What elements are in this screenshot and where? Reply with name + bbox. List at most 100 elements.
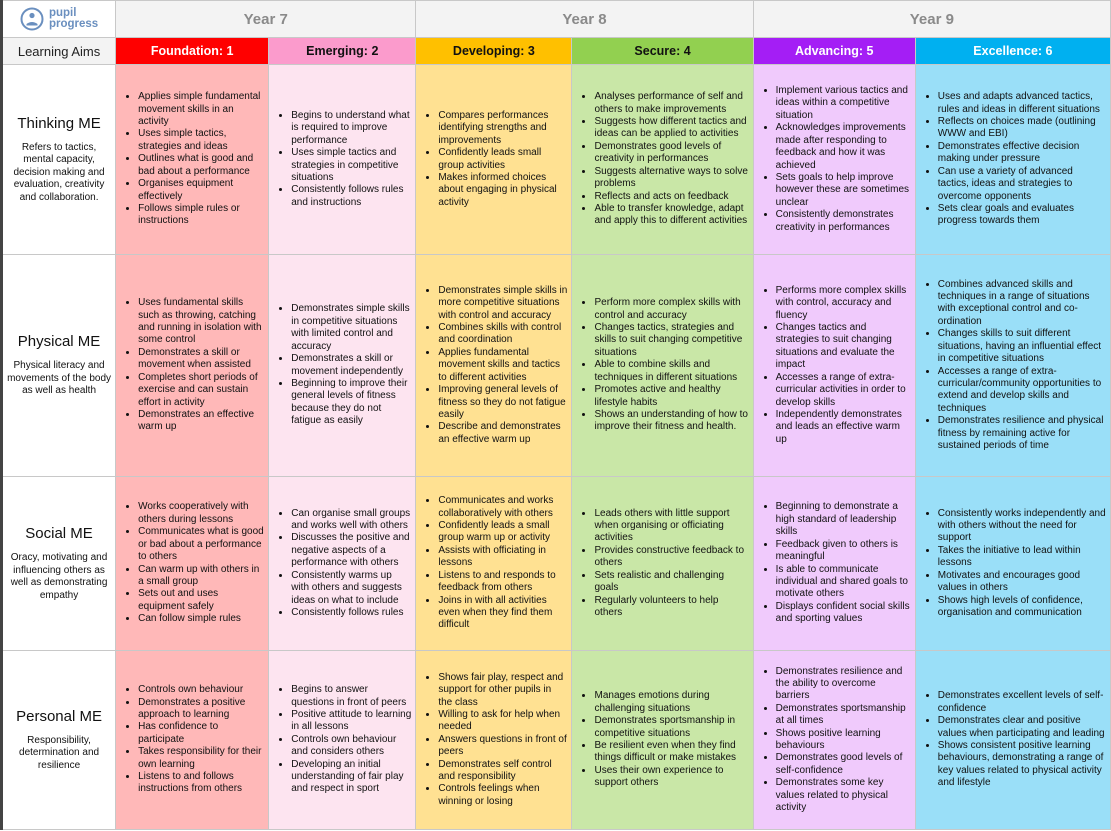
descriptor-item: Perform more complex skills with control… xyxy=(594,297,748,322)
descriptor-item: Can warm up with others in a small group xyxy=(138,564,264,589)
descriptor-cell: Shows fair play, respect and support for… xyxy=(415,650,573,830)
descriptor-item: Demonstrates a skill or movement when as… xyxy=(138,347,264,372)
descriptor-cell: Works cooperatively with others during l… xyxy=(115,476,270,651)
descriptor-cell: Demonstrates simple skills in more compe… xyxy=(415,254,573,477)
descriptor-item: Demonstrates self control and responsibi… xyxy=(438,759,567,784)
year-8-header: Year 8 xyxy=(415,0,754,38)
aim-row-thinking-me: Thinking ME Refers to tactics, mental cap… xyxy=(0,64,1111,255)
year-7-header: Year 7 xyxy=(115,0,417,38)
descriptor-item: Demonstrates simple skills in competitiv… xyxy=(291,303,411,353)
descriptor-item: Demonstrates a skill or movement indepen… xyxy=(291,353,411,378)
descriptor-item: Positive attitude to learning in all les… xyxy=(291,709,411,734)
descriptor-list: Analyses performance of self and others … xyxy=(572,91,752,227)
descriptor-cell: Begins to answer questions in front of p… xyxy=(268,650,417,830)
descriptor-item: Be resilient even when they find things … xyxy=(594,740,748,765)
row-description: Refers to tactics, mental capacity, deci… xyxy=(13,141,105,203)
descriptor-item: Consistently follows rules and instructi… xyxy=(291,184,411,209)
descriptor-item: Controls own behaviour and considers oth… xyxy=(291,734,411,759)
descriptor-cell: Uses and adapts advanced tactics, rules … xyxy=(914,64,1111,255)
descriptor-item: Shows fair play, respect and support for… xyxy=(438,672,567,709)
descriptor-list: Demonstrates excellent levels of self-co… xyxy=(916,690,1110,789)
descriptor-item: Controls feelings when winning or losing xyxy=(438,783,567,808)
descriptor-cell: Controls own behaviourDemonstrates a pos… xyxy=(115,650,270,830)
descriptor-item: Can organise small groups and works well… xyxy=(291,508,411,533)
descriptor-item: Uses simple tactics and strategies in co… xyxy=(291,147,411,184)
descriptor-list: Consistently works independently and wit… xyxy=(916,508,1110,620)
descriptor-cell: Analyses performance of self and others … xyxy=(571,64,754,255)
descriptor-item: Demonstrates effective decision making u… xyxy=(938,141,1106,166)
descriptor-item: Displays confident social skills and spo… xyxy=(776,601,911,626)
descriptor-item: Answers questions in front of peers xyxy=(438,734,567,759)
descriptor-list: Perform more complex skills with control… xyxy=(572,297,752,433)
descriptor-item: Has confidence to participate xyxy=(138,721,264,746)
descriptor-item: Uses and adapts advanced tactics, rules … xyxy=(938,91,1106,116)
descriptor-item: Applies fundamental movement skills and … xyxy=(438,347,567,384)
descriptor-item: Demonstrates resilience and the ability … xyxy=(776,666,911,703)
descriptor-list: Demonstrates resilience and the ability … xyxy=(754,666,915,815)
descriptor-list: Manages emotions during challenging situ… xyxy=(572,690,752,789)
descriptor-cell: Perform more complex skills with control… xyxy=(571,254,754,477)
descriptor-cell: Communicates and works collaboratively w… xyxy=(415,476,573,651)
descriptor-item: Confidently leads small group activities xyxy=(438,147,567,172)
logo-line1: pupil xyxy=(48,7,77,19)
level-header-2: Emerging: 2 xyxy=(268,37,417,65)
descriptor-item: Sets clear goals and evaluates progress … xyxy=(938,203,1106,228)
descriptor-list: Begins to understand what is required to… xyxy=(269,110,415,209)
row-description: Oracy, motivating and influencing others… xyxy=(10,552,108,601)
descriptor-list: Combines advanced skills and techniques … xyxy=(916,279,1110,453)
descriptor-list: Demonstrates simple skills in more compe… xyxy=(416,285,571,446)
descriptor-item: Improving general levels of fitness so t… xyxy=(438,384,567,421)
descriptor-item: Consistently warms up with others and su… xyxy=(291,570,411,607)
descriptor-list: Works cooperatively with others during l… xyxy=(116,501,268,625)
row-title: Physical ME xyxy=(17,333,101,351)
descriptor-item: Sets realistic and challenging goals xyxy=(594,570,748,595)
level-header-3: Developing: 3 xyxy=(415,37,573,65)
descriptor-item: Motivates and encourages good values in … xyxy=(938,570,1106,595)
aim-row-physical-me: Physical ME Physical literacy and movemen… xyxy=(0,254,1111,477)
descriptor-cell: Applies simple fundamental movement skil… xyxy=(115,64,270,255)
descriptor-item: Demonstrates a positive approach to lear… xyxy=(138,697,264,722)
descriptor-item: Sets goals to help improve however these… xyxy=(776,172,911,209)
descriptor-list: Beginning to demonstrate a high standard… xyxy=(754,501,915,625)
descriptor-list: Can organise small groups and works well… xyxy=(269,508,415,620)
descriptor-item: Completes short periods of exercise and … xyxy=(138,372,264,409)
descriptor-item: Is able to communicate individual and sh… xyxy=(776,564,911,601)
descriptor-item: Works cooperatively with others during l… xyxy=(138,501,264,526)
descriptor-item: Begins to answer questions in front of p… xyxy=(291,684,411,709)
descriptor-item: Accesses a range of extra-curricular act… xyxy=(776,372,911,409)
descriptor-cell: Can organise small groups and works well… xyxy=(268,476,417,651)
descriptor-item: Consistently works independently and wit… xyxy=(938,508,1106,545)
descriptor-item: Shows positive learning behaviours xyxy=(776,728,911,753)
descriptor-item: Assists with officiating in lessons xyxy=(438,545,567,570)
descriptor-item: Changes tactics and strategies to suit c… xyxy=(776,322,911,372)
descriptor-item: Communicates what is good or bad about a… xyxy=(138,526,264,563)
descriptor-item: Demonstrates some key values related to … xyxy=(776,777,911,814)
descriptor-list: Communicates and works collaboratively w… xyxy=(416,495,571,631)
descriptor-item: Developing an initial understanding of f… xyxy=(291,759,411,796)
descriptor-item: Demonstrates excellent levels of self-co… xyxy=(938,690,1106,715)
row-description: Physical literacy and movements of the b… xyxy=(7,360,112,397)
descriptor-list: Performs more complex skills with contro… xyxy=(754,285,915,446)
descriptor-item: Applies simple fundamental movement skil… xyxy=(138,91,264,128)
descriptor-item: Combines skills with control and coordin… xyxy=(438,322,567,347)
descriptor-list: Leads others with little support when or… xyxy=(572,508,752,620)
descriptor-item: Takes responsibility for their own learn… xyxy=(138,746,264,771)
descriptor-item: Promotes active and healthy lifestyle ha… xyxy=(594,384,748,409)
descriptor-item: Makes informed choices about engaging in… xyxy=(438,172,567,209)
descriptor-cell: Consistently works independently and wit… xyxy=(914,476,1111,651)
descriptor-item: Listens to and follows instructions from… xyxy=(138,771,264,796)
pupil-progress-logo-icon xyxy=(20,7,44,31)
level-header-4: Secure: 4 xyxy=(571,37,754,65)
descriptor-item: Demonstrates good levels of self-confide… xyxy=(776,752,911,777)
descriptor-item: Acknowledges improvements made after res… xyxy=(776,122,911,172)
descriptor-item: Demonstrates sportsmanship at all times xyxy=(776,703,911,728)
descriptor-item: Can use a variety of advanced tactics, i… xyxy=(938,166,1106,203)
level-header-6: Excellence: 6 xyxy=(914,37,1111,65)
descriptor-list: Uses fundamental skills such as throwing… xyxy=(116,297,268,433)
descriptor-item: Describe and demonstrates an effective w… xyxy=(438,421,567,446)
descriptor-item: Implement various tactics and ideas with… xyxy=(776,85,911,122)
descriptor-item: Beginning to improve their general level… xyxy=(291,378,411,428)
descriptor-item: Manages emotions during challenging situ… xyxy=(594,690,748,715)
descriptor-item: Listens to and responds to feedback from… xyxy=(438,570,567,595)
descriptor-item: Beginning to demonstrate a high standard… xyxy=(776,501,911,538)
